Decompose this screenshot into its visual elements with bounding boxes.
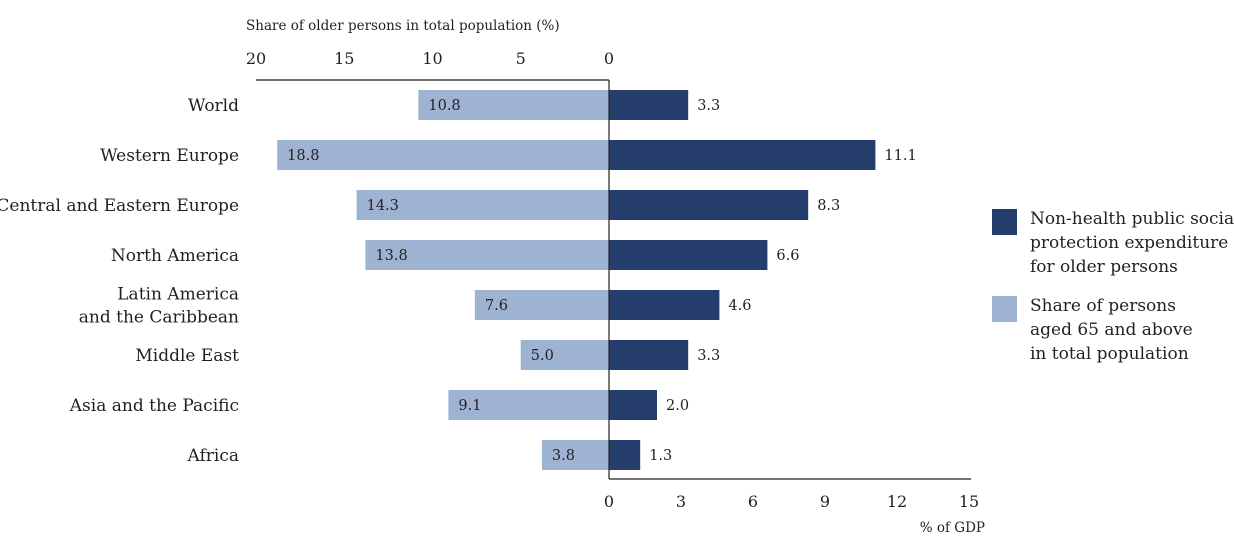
population-share-bars xyxy=(277,90,609,470)
category-labels: World Western Europe Central and Eastern E… xyxy=(0,96,239,466)
top-axis-ticks: 20 15 10 5 0 xyxy=(246,49,614,68)
expenditure-bar xyxy=(609,340,689,370)
category-label: World xyxy=(188,96,239,116)
population-share-bar xyxy=(474,290,609,320)
category-label: Western Europe xyxy=(100,146,239,166)
population-share-bar xyxy=(418,90,609,120)
expenditure-value: 1.3 xyxy=(649,448,672,464)
population-share-value: 7.6 xyxy=(485,298,508,314)
legend-swatch xyxy=(992,209,1017,235)
bottom-axis-title: % of GDP xyxy=(920,520,985,536)
expenditure-bar xyxy=(609,390,657,420)
population-share-bar xyxy=(541,440,609,470)
expenditure-value: 3.3 xyxy=(697,98,720,114)
top-tick-label: 0 xyxy=(604,49,614,68)
top-tick-label: 10 xyxy=(422,49,442,68)
category-label: Central and Eastern Europe xyxy=(0,196,239,216)
expenditure-value: 2.0 xyxy=(666,398,689,414)
legend-label: Non-health public social protection expen… xyxy=(1030,209,1234,277)
legend-label: Share of persons aged 65 and above in tota… xyxy=(1030,296,1193,364)
population-share-bar xyxy=(365,240,609,270)
top-tick-label: 5 xyxy=(516,49,526,68)
category-label: Latin America and the Caribbean xyxy=(79,285,239,328)
population-share-bar xyxy=(356,190,609,220)
top-axis-title: Share of older persons in total populati… xyxy=(246,18,560,34)
expenditure-value: 6.6 xyxy=(776,248,799,264)
category-label: North America xyxy=(111,246,239,266)
axes xyxy=(256,79,971,480)
population-share-value: 18.8 xyxy=(287,148,319,164)
expenditure-bar xyxy=(609,140,876,170)
population-share-value: 3.8 xyxy=(552,448,575,464)
category-label: Middle East xyxy=(135,346,239,366)
expenditure-value: 4.6 xyxy=(728,298,751,314)
expenditure-bar xyxy=(609,90,689,120)
population-share-bar xyxy=(520,340,609,370)
expenditure-bars xyxy=(609,90,876,470)
expenditure-bar xyxy=(609,290,720,320)
category-label: Asia and the Pacific xyxy=(69,396,239,416)
legend: Non-health public social protection expen… xyxy=(992,209,1234,364)
bottom-tick-label: 12 xyxy=(887,492,907,511)
bottom-tick-label: 15 xyxy=(959,492,979,511)
bottom-tick-label: 6 xyxy=(748,492,758,511)
category-label: Africa xyxy=(187,446,240,466)
population-share-value: 13.8 xyxy=(375,248,407,264)
expenditure-bar xyxy=(609,240,768,270)
population-share-bar xyxy=(448,390,609,420)
top-tick-label: 20 xyxy=(246,49,266,68)
data-labels: 10.8 3.3 18.8 11.1 14.3 8.3 13.8 6.6 7.6 4.6 5.0 3.… xyxy=(287,98,917,464)
expenditure-value: 11.1 xyxy=(884,148,916,164)
population-share-value: 5.0 xyxy=(531,348,554,364)
expenditure-bar xyxy=(609,440,641,470)
population-share-value: 14.3 xyxy=(367,198,399,214)
population-share-value: 9.1 xyxy=(458,398,481,414)
expenditure-value: 3.3 xyxy=(697,348,720,364)
legend-swatch xyxy=(992,296,1017,322)
bottom-tick-label: 3 xyxy=(676,492,686,511)
expenditure-value: 8.3 xyxy=(817,198,840,214)
bottom-tick-label: 9 xyxy=(820,492,830,511)
bottom-axis-ticks: 0 3 6 9 12 15 xyxy=(604,492,979,511)
expenditure-bar xyxy=(609,190,809,220)
population-share-value: 10.8 xyxy=(428,98,460,114)
bottom-tick-label: 0 xyxy=(604,492,614,511)
top-tick-label: 15 xyxy=(334,49,354,68)
population-share-bar xyxy=(277,140,609,170)
